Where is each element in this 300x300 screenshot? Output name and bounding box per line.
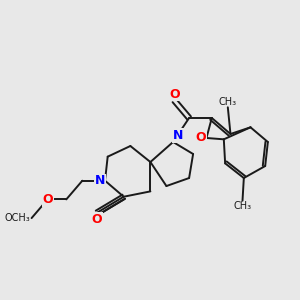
- Text: N: N: [173, 129, 184, 142]
- Text: N: N: [94, 174, 105, 187]
- Text: O: O: [42, 193, 53, 206]
- Text: O: O: [42, 193, 53, 206]
- Text: N: N: [173, 129, 184, 142]
- Text: N: N: [94, 174, 105, 187]
- Text: O: O: [196, 131, 206, 145]
- Text: OCH₃: OCH₃: [4, 213, 30, 223]
- Text: CH₃: CH₃: [233, 201, 252, 211]
- Text: CH₃: CH₃: [219, 97, 237, 107]
- Text: O: O: [169, 88, 180, 100]
- Text: O: O: [92, 213, 102, 226]
- Text: O: O: [169, 88, 180, 100]
- Text: O: O: [92, 213, 102, 226]
- Text: O: O: [196, 131, 206, 145]
